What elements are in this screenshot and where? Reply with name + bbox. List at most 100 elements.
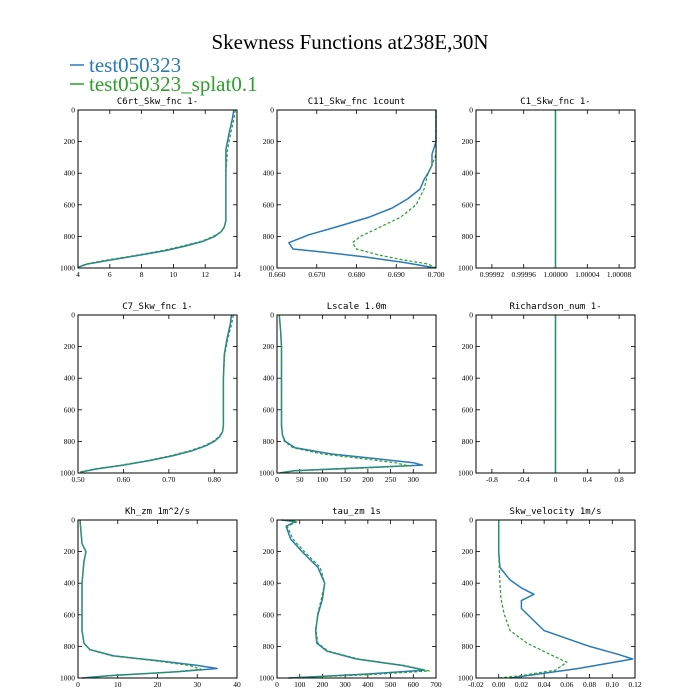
x-tick-label: 14 xyxy=(233,270,241,279)
panel-8: Skw_velocity 1m/s 0 200 400 600 800 1000-0.02 0… xyxy=(458,507,642,689)
y-tick-label: 0 xyxy=(469,516,473,525)
x-tick-label: 30 xyxy=(194,680,202,689)
x-tick-label: 300 xyxy=(340,680,352,689)
y-tick-label: 400 xyxy=(64,374,76,383)
y-tick-label: 600 xyxy=(263,200,275,209)
x-tick-label: 0.06 xyxy=(560,680,573,689)
y-tick-label: 200 xyxy=(64,137,76,146)
x-tick-label: 0.670 xyxy=(308,270,325,279)
x-tick-label: 0 xyxy=(275,475,279,484)
x-tick-label: -0.02 xyxy=(468,680,484,689)
y-tick-label: 600 xyxy=(64,200,76,209)
legend: test050323 test050323_splat0.1 xyxy=(70,53,258,96)
x-tick-label: 0.4 xyxy=(583,475,593,484)
series-line-1 xyxy=(282,519,430,679)
y-tick-label: 800 xyxy=(64,232,76,241)
x-tick-label: 500 xyxy=(385,680,397,689)
y-tick-label: 400 xyxy=(263,169,275,178)
series-line-1 xyxy=(498,520,568,679)
y-tick-label: 400 xyxy=(462,579,474,588)
y-tick-label: 1000 xyxy=(458,469,473,478)
x-tick-label: 0.700 xyxy=(428,270,445,279)
x-tick-label: 40 xyxy=(233,680,241,689)
x-tick-label: 250 xyxy=(385,475,397,484)
panel-title: Skw_velocity 1m/s xyxy=(509,507,601,517)
x-tick-label: 0.04 xyxy=(538,680,551,689)
y-tick-label: 0 xyxy=(270,516,274,525)
y-tick-label: 1000 xyxy=(458,674,473,683)
y-tick-label: 200 xyxy=(263,342,275,351)
panel-frame xyxy=(276,109,437,269)
panel-frame xyxy=(77,314,238,474)
y-tick-label: 400 xyxy=(263,374,275,383)
x-tick-label: 8 xyxy=(140,270,144,279)
legend-label-1: test050323_splat0.1 xyxy=(89,72,258,96)
x-tick-label: 400 xyxy=(362,680,374,689)
panel-frame xyxy=(475,109,636,269)
x-tick-label: 0.99996 xyxy=(512,270,537,279)
y-tick-label: 400 xyxy=(64,169,76,178)
series-line-0 xyxy=(77,109,235,268)
y-tick-label: 0 xyxy=(270,106,274,115)
y-tick-label: 600 xyxy=(462,610,474,619)
panel-5: Richardson_num 1- 0 200 400 600 800 1000 -0.8 -0… xyxy=(458,302,636,484)
x-tick-label: 100 xyxy=(294,680,306,689)
x-tick-label: 0.60 xyxy=(117,475,130,484)
x-tick-label: 600 xyxy=(408,680,420,689)
panel-frame xyxy=(77,109,238,269)
x-tick-label: 200 xyxy=(317,680,329,689)
y-tick-label: 200 xyxy=(263,547,275,556)
y-tick-label: 400 xyxy=(462,169,474,178)
series-line-1 xyxy=(78,314,234,473)
y-tick-label: 400 xyxy=(462,374,474,383)
x-tick-label: 6 xyxy=(108,270,112,279)
panel-title: C7_Skw_fnc 1- xyxy=(122,302,192,312)
panel-title: C11_Skw_fnc 1count xyxy=(308,97,406,107)
series-line-1 xyxy=(79,519,202,679)
panel-frame xyxy=(475,314,636,474)
x-tick-label: 200 xyxy=(362,475,374,484)
x-tick-label: 0.690 xyxy=(388,270,405,279)
x-tick-label: 0.70 xyxy=(162,475,175,484)
y-tick-label: 200 xyxy=(462,547,474,556)
y-tick-label: 1000 xyxy=(60,469,75,478)
series-line-0 xyxy=(497,520,634,679)
x-tick-label: 10 xyxy=(170,270,178,279)
x-tick-label: 10 xyxy=(114,680,122,689)
y-tick-label: 600 xyxy=(64,405,76,414)
x-tick-label: 0.660 xyxy=(269,270,286,279)
series-line-1 xyxy=(77,109,236,268)
x-tick-label: 0.8 xyxy=(614,475,624,484)
panel-title: C6rt_Skw_fnc 1- xyxy=(117,97,198,107)
y-tick-label: 200 xyxy=(263,137,275,146)
series-line-0 xyxy=(281,519,426,679)
x-tick-label: 0.99992 xyxy=(480,270,505,279)
panel-frame xyxy=(276,519,437,679)
series-line-0 xyxy=(80,314,233,473)
y-tick-label: 1000 xyxy=(259,469,274,478)
y-tick-label: 800 xyxy=(462,232,474,241)
y-tick-label: 1000 xyxy=(259,674,274,683)
series-line-1 xyxy=(351,110,437,269)
y-tick-label: 400 xyxy=(263,579,275,588)
y-tick-label: 0 xyxy=(469,106,473,115)
x-tick-label: 700 xyxy=(430,680,442,689)
x-tick-label: -0.8 xyxy=(486,475,498,484)
y-tick-label: 200 xyxy=(64,342,76,351)
y-tick-label: 0 xyxy=(270,311,274,320)
x-tick-label: 0.00 xyxy=(492,680,505,689)
y-tick-label: 0 xyxy=(71,516,75,525)
y-tick-label: 1000 xyxy=(60,674,75,683)
x-tick-label: 1.00008 xyxy=(607,270,632,279)
y-tick-label: 200 xyxy=(64,547,76,556)
y-tick-label: 200 xyxy=(462,342,474,351)
y-tick-label: 600 xyxy=(64,610,76,619)
x-tick-label: 0.10 xyxy=(606,680,619,689)
x-tick-label: 100 xyxy=(317,475,329,484)
x-tick-label: 0.50 xyxy=(71,475,84,484)
x-tick-label: 0.02 xyxy=(515,680,528,689)
y-tick-label: 800 xyxy=(263,232,275,241)
